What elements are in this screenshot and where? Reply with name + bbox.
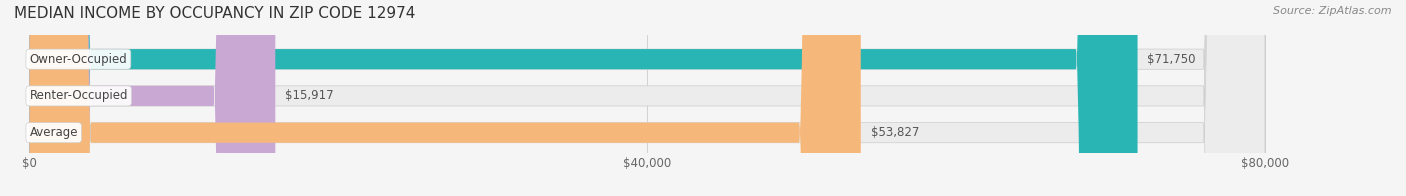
Text: Renter-Occupied: Renter-Occupied	[30, 89, 128, 103]
Text: MEDIAN INCOME BY OCCUPANCY IN ZIP CODE 12974: MEDIAN INCOME BY OCCUPANCY IN ZIP CODE 1…	[14, 6, 415, 21]
FancyBboxPatch shape	[30, 0, 1265, 196]
FancyBboxPatch shape	[30, 0, 1265, 196]
Text: $15,917: $15,917	[285, 89, 333, 103]
FancyBboxPatch shape	[30, 0, 276, 196]
FancyBboxPatch shape	[30, 0, 860, 196]
Text: $53,827: $53,827	[870, 126, 920, 139]
Text: Average: Average	[30, 126, 77, 139]
FancyBboxPatch shape	[30, 0, 1137, 196]
Text: Source: ZipAtlas.com: Source: ZipAtlas.com	[1274, 6, 1392, 16]
FancyBboxPatch shape	[30, 0, 1265, 196]
Text: $71,750: $71,750	[1147, 53, 1197, 66]
Text: Owner-Occupied: Owner-Occupied	[30, 53, 128, 66]
